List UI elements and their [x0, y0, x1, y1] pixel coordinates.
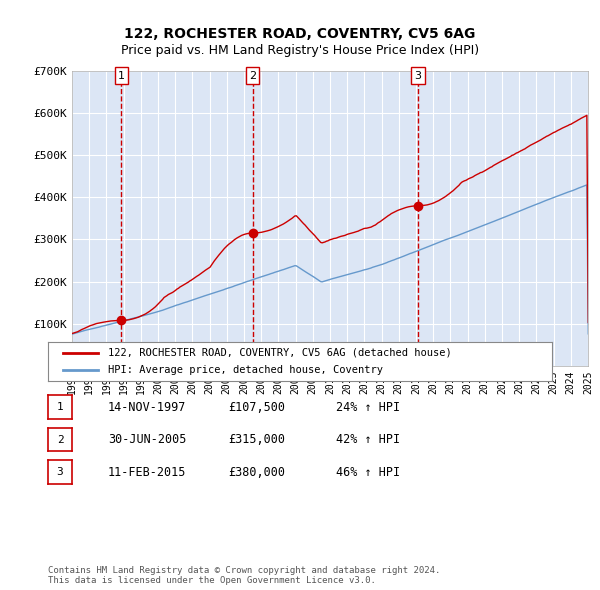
Text: £380,000: £380,000: [228, 466, 285, 478]
Text: 30-JUN-2005: 30-JUN-2005: [108, 433, 187, 446]
Text: Contains HM Land Registry data © Crown copyright and database right 2024.: Contains HM Land Registry data © Crown c…: [48, 566, 440, 575]
Text: £315,000: £315,000: [228, 433, 285, 446]
Text: 122, ROCHESTER ROAD, COVENTRY, CV5 6AG (detached house): 122, ROCHESTER ROAD, COVENTRY, CV5 6AG (…: [109, 348, 452, 358]
Text: 24% ↑ HPI: 24% ↑ HPI: [336, 401, 400, 414]
Text: HPI: Average price, detached house, Coventry: HPI: Average price, detached house, Cove…: [109, 365, 383, 375]
Text: 46% ↑ HPI: 46% ↑ HPI: [336, 466, 400, 478]
Text: 3: 3: [415, 71, 421, 81]
Text: £107,500: £107,500: [228, 401, 285, 414]
Text: 3: 3: [56, 467, 64, 477]
Text: 42% ↑ HPI: 42% ↑ HPI: [336, 433, 400, 446]
Text: 14-NOV-1997: 14-NOV-1997: [108, 401, 187, 414]
Text: Price paid vs. HM Land Registry's House Price Index (HPI): Price paid vs. HM Land Registry's House …: [121, 44, 479, 57]
Text: 1: 1: [56, 402, 64, 412]
Text: 2: 2: [249, 71, 256, 81]
Text: 122, ROCHESTER ROAD, COVENTRY, CV5 6AG: 122, ROCHESTER ROAD, COVENTRY, CV5 6AG: [124, 27, 476, 41]
Text: 11-FEB-2015: 11-FEB-2015: [108, 466, 187, 478]
Text: 1: 1: [118, 71, 125, 81]
Text: 2: 2: [56, 435, 64, 444]
Text: This data is licensed under the Open Government Licence v3.0.: This data is licensed under the Open Gov…: [48, 576, 376, 585]
